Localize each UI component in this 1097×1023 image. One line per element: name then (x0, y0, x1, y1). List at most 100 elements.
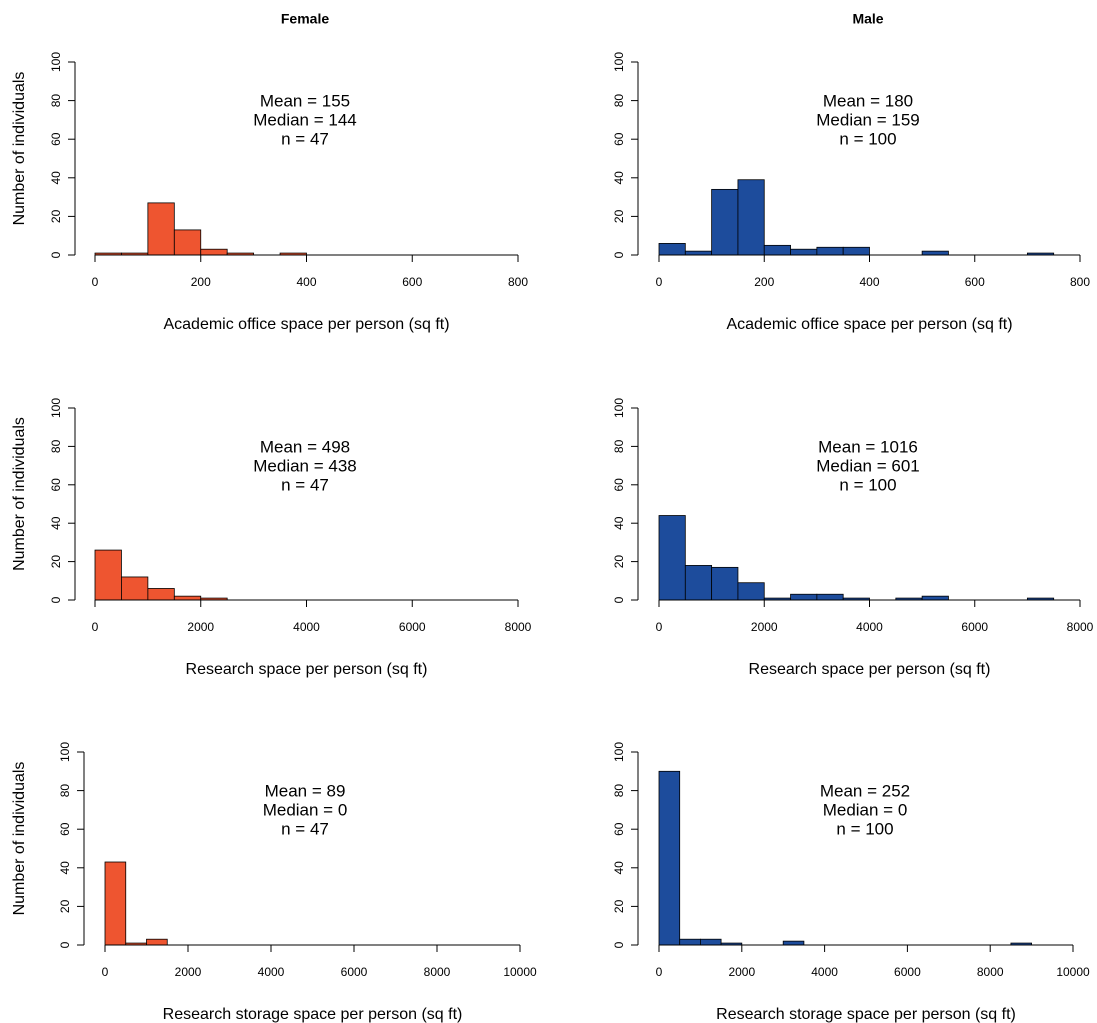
y-axis-label: Number of individuals (11, 72, 28, 226)
x-tick-label: 2000 (751, 620, 778, 634)
x-tick-label: 8000 (424, 965, 451, 979)
x-tick-label: 400 (859, 275, 879, 289)
annotation: n = 100 (836, 819, 893, 838)
x-tick-label: 8000 (505, 620, 532, 634)
x-tick-label: 600 (965, 275, 985, 289)
x-tick-label: 400 (296, 275, 316, 289)
x-tick-label: 600 (402, 275, 422, 289)
histogram-bar (921, 250, 949, 256)
annotation: n = 100 (839, 475, 896, 494)
x-tick-label: 6000 (399, 620, 426, 634)
x-axis-label: Research space per person (sq ft) (749, 661, 991, 678)
y-tick-label: 100 (58, 742, 72, 762)
annotation: Median = 438 (253, 456, 357, 475)
histogram-bar (94, 549, 122, 601)
y-tick-label: 40 (612, 171, 626, 185)
histogram-bar (790, 593, 818, 601)
annotation: Mean = 89 (265, 781, 346, 800)
x-tick-label: 800 (1070, 275, 1090, 289)
y-tick-label: 60 (58, 822, 72, 836)
y-tick-label: 20 (49, 209, 63, 223)
x-tick-label: 0 (92, 275, 99, 289)
histogram-bar (121, 576, 149, 601)
histogram-bar (782, 940, 805, 946)
annotation: n = 47 (281, 129, 329, 148)
annotation: Mean = 155 (260, 91, 350, 110)
y-tick-label: 20 (612, 555, 626, 569)
x-tick-label: 6000 (961, 620, 988, 634)
y-tick-label: 40 (612, 861, 626, 875)
x-tick-label: 6000 (341, 965, 368, 979)
x-tick-label: 6000 (894, 965, 921, 979)
x-axis-label: Academic office space per person (sq ft) (163, 316, 449, 333)
y-tick-label: 100 (49, 398, 63, 418)
y-tick-label: 100 (49, 52, 63, 72)
y-tick-label: 80 (49, 439, 63, 453)
x-tick-label: 4000 (293, 620, 320, 634)
histogram-bar (711, 188, 739, 256)
x-tick-label: 4000 (811, 965, 838, 979)
histogram-bar (658, 515, 686, 601)
histogram-bar (763, 244, 791, 256)
y-tick-label: 80 (58, 784, 72, 798)
y-axis-label: Number of individuals (11, 762, 28, 916)
annotation: Median = 601 (816, 456, 920, 475)
annotation: Median = 0 (823, 800, 908, 819)
annotation: Mean = 1016 (818, 437, 918, 456)
y-tick-label: 20 (58, 899, 72, 913)
y-tick-label: 80 (612, 784, 626, 798)
x-axis-label: Academic office space per person (sq ft) (726, 316, 1012, 333)
y-tick-label: 100 (612, 52, 626, 72)
y-tick-label: 20 (49, 555, 63, 569)
y-tick-label: 80 (612, 439, 626, 453)
annotation: Mean = 498 (260, 437, 350, 456)
x-tick-label: 8000 (1067, 620, 1094, 634)
y-tick-label: 100 (612, 742, 626, 762)
histogram-bar (684, 565, 713, 601)
histogram-bar (104, 861, 127, 946)
histogram-bar (737, 179, 765, 256)
histogram-bar (816, 246, 844, 256)
y-tick-label: 100 (612, 398, 626, 418)
y-tick-label: 80 (612, 94, 626, 108)
histogram-bar (816, 593, 844, 601)
histogram-bar (711, 566, 739, 601)
annotation: Mean = 180 (823, 91, 913, 110)
histogram-bar (921, 595, 949, 601)
x-axis-label: Research storage space per person (sq ft… (716, 1006, 1016, 1023)
y-tick-label: 60 (612, 822, 626, 836)
y-tick-label: 40 (58, 861, 72, 875)
y-tick-label: 0 (49, 596, 63, 603)
annotation: Mean = 252 (820, 781, 910, 800)
x-tick-label: 2000 (187, 620, 214, 634)
x-tick-label: 0 (92, 620, 99, 634)
annotation: Median = 144 (253, 110, 357, 129)
histogram-bar (679, 938, 701, 946)
annotation: n = 47 (281, 819, 329, 838)
histogram-bar (842, 246, 870, 256)
y-tick-label: 80 (49, 94, 63, 108)
column-title: Female (281, 11, 329, 27)
x-tick-label: 4000 (856, 620, 883, 634)
histogram-bar (147, 588, 175, 601)
histogram-bar (658, 770, 681, 946)
y-tick-label: 20 (612, 209, 626, 223)
histogram-bar (147, 202, 175, 256)
histogram-bar (700, 938, 722, 946)
annotation: n = 47 (281, 475, 329, 494)
y-tick-label: 60 (612, 478, 626, 492)
column-title: Male (852, 11, 883, 27)
annotation: Median = 0 (263, 800, 348, 819)
x-tick-label: 2000 (175, 965, 202, 979)
histogram-bar (173, 229, 202, 256)
histogram-bar (684, 250, 713, 256)
histogram-bar (200, 248, 228, 256)
y-tick-label: 40 (612, 516, 626, 530)
histogram-bar (737, 582, 765, 601)
annotation: n = 100 (839, 129, 896, 148)
x-tick-label: 200 (191, 275, 211, 289)
histogram-bar (790, 248, 818, 256)
y-tick-label: 60 (612, 132, 626, 146)
x-tick-label: 10000 (503, 965, 537, 979)
y-tick-label: 0 (612, 251, 626, 258)
